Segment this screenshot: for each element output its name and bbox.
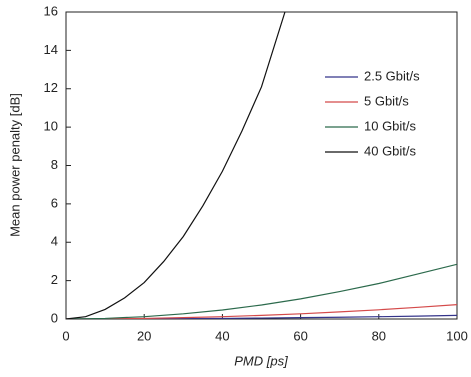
legend-label: 10 Gbit/s <box>364 118 417 133</box>
y-tick-label: 14 <box>44 42 58 57</box>
y-tick-label: 12 <box>44 80 58 95</box>
x-tick-label: 60 <box>293 328 307 343</box>
y-tick-label: 0 <box>51 310 58 325</box>
x-tick-label: 20 <box>137 328 151 343</box>
series-line <box>66 304 457 319</box>
y-tick-label: 16 <box>44 3 58 18</box>
x-tick-label: 100 <box>446 328 468 343</box>
x-tick-label: 40 <box>215 328 229 343</box>
plot-frame <box>65 11 458 320</box>
y-tick-label: 2 <box>51 272 58 287</box>
y-axis-label: Mean power penalty [dB] <box>7 93 22 237</box>
y-tick-label: 10 <box>44 119 58 134</box>
x-axis-label: PMD [ps] <box>234 353 288 368</box>
x-tick-label: 0 <box>62 328 69 343</box>
y-tick-label: 6 <box>51 195 58 210</box>
series-line <box>66 263 457 319</box>
legend-label: 40 Gbit/s <box>364 143 417 158</box>
legend-label: 5 Gbit/s <box>364 93 409 108</box>
legend-label: 2.5 Gbit/s <box>364 68 420 83</box>
series-line <box>66 12 286 319</box>
y-tick-label: 4 <box>51 234 58 249</box>
x-tick-label: 80 <box>372 328 386 343</box>
y-tick-label: 8 <box>51 157 58 172</box>
plot-area <box>66 12 457 319</box>
